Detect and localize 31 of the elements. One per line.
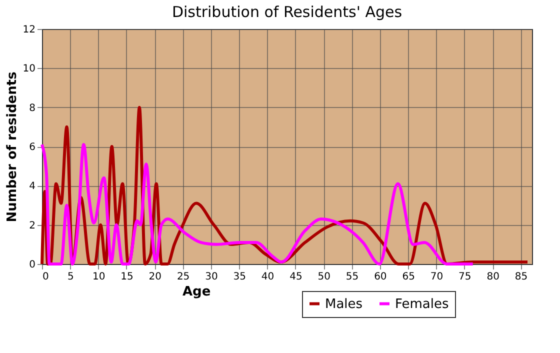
x-tick-label: 25: [176, 272, 190, 282]
y-tick-label: 6: [29, 142, 36, 153]
legend-label: Females: [395, 296, 450, 312]
x-tick-label: 60: [374, 272, 387, 282]
y-tick-label: 10: [22, 64, 36, 75]
y-tick-label: 12: [22, 24, 36, 36]
chart-title: Distribution of Residents' Ages: [172, 3, 402, 21]
x-tick-label: 20: [148, 272, 162, 282]
x-tick-label: 85: [514, 272, 528, 282]
y-tick-label: 2: [29, 220, 36, 232]
x-tick-label: 10: [92, 272, 106, 282]
y-tick-label: 8: [29, 102, 36, 114]
x-tick-label: 40: [261, 272, 274, 282]
x-tick-label: 30: [205, 272, 218, 282]
x-tick-label: 70: [430, 272, 444, 282]
x-tick-label: 80: [486, 272, 500, 282]
x-tick-label: 55: [346, 272, 359, 282]
x-tick-label: 45: [290, 272, 302, 282]
x-tick-label: 35: [233, 272, 246, 282]
x-tick-label: 0: [42, 272, 49, 282]
x-tick-label: 15: [120, 272, 134, 282]
y-axis-title: Number of residents: [4, 71, 20, 222]
x-tick-label: 5: [67, 272, 74, 282]
y-tick-label: 4: [29, 181, 36, 192]
y-tick-label: 0: [29, 260, 36, 270]
legend-label: Males: [325, 296, 363, 312]
x-tick-label: 65: [402, 272, 415, 282]
x-tick-label: 75: [458, 272, 472, 282]
x-axis-title: Age: [182, 284, 211, 300]
x-tick-label: 50: [318, 272, 330, 282]
line-series: [40, 143, 474, 266]
